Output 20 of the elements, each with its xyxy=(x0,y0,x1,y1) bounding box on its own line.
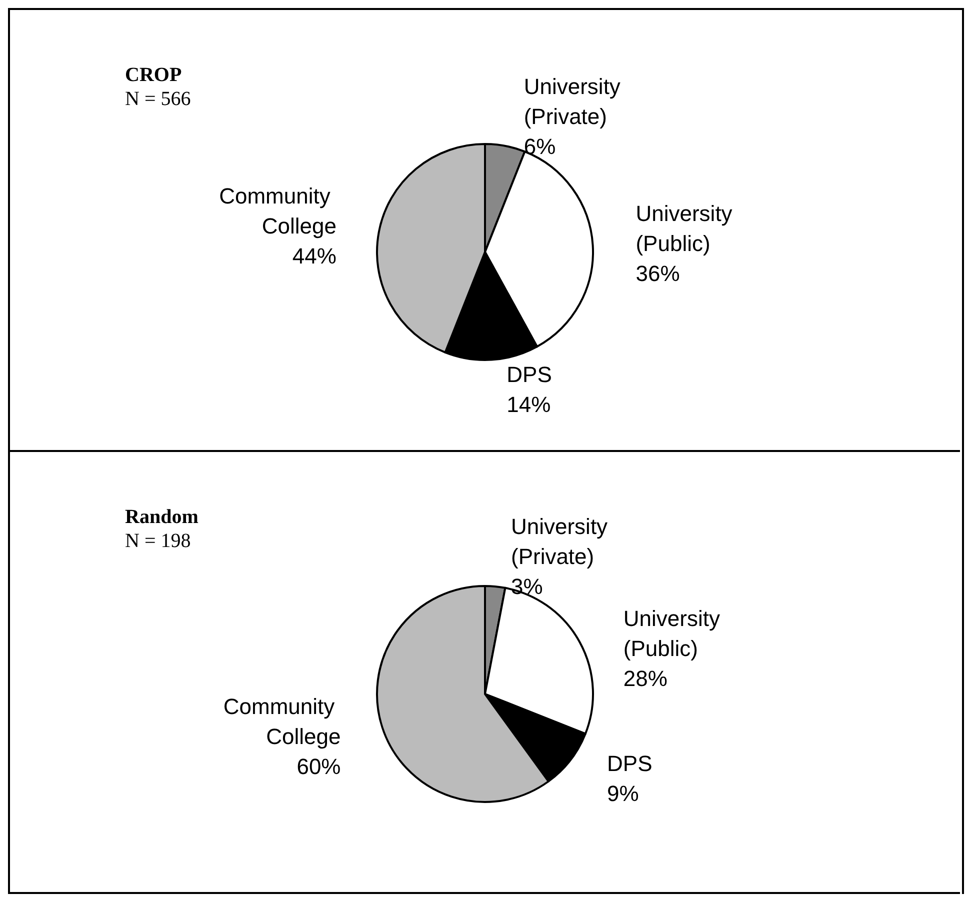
slice-label: University (Public) xyxy=(636,200,738,256)
chart-title: Random xyxy=(125,506,199,528)
slice-label: University (Public) xyxy=(623,606,726,662)
data-label: 44% xyxy=(292,244,336,269)
slice-label: DPS xyxy=(607,751,652,776)
slice-label: University (Private) xyxy=(524,74,627,129)
data-label: 36% xyxy=(636,260,680,286)
data-label: 3% xyxy=(510,574,543,600)
slice-label: DPS xyxy=(506,362,552,388)
slice-label: Community College xyxy=(219,184,336,239)
text: N = 566 xyxy=(125,88,191,110)
data-label: 9% xyxy=(607,781,639,806)
data-label: 60% xyxy=(296,754,341,780)
slice-label: Community College xyxy=(223,694,341,750)
data-label: 6% xyxy=(524,134,556,159)
chart-title: CROP xyxy=(125,64,182,86)
data-label: 28% xyxy=(623,666,668,692)
slice-label: University (Private) xyxy=(510,514,614,570)
text: N = 198 xyxy=(125,530,191,552)
data-label: 14% xyxy=(506,392,551,418)
